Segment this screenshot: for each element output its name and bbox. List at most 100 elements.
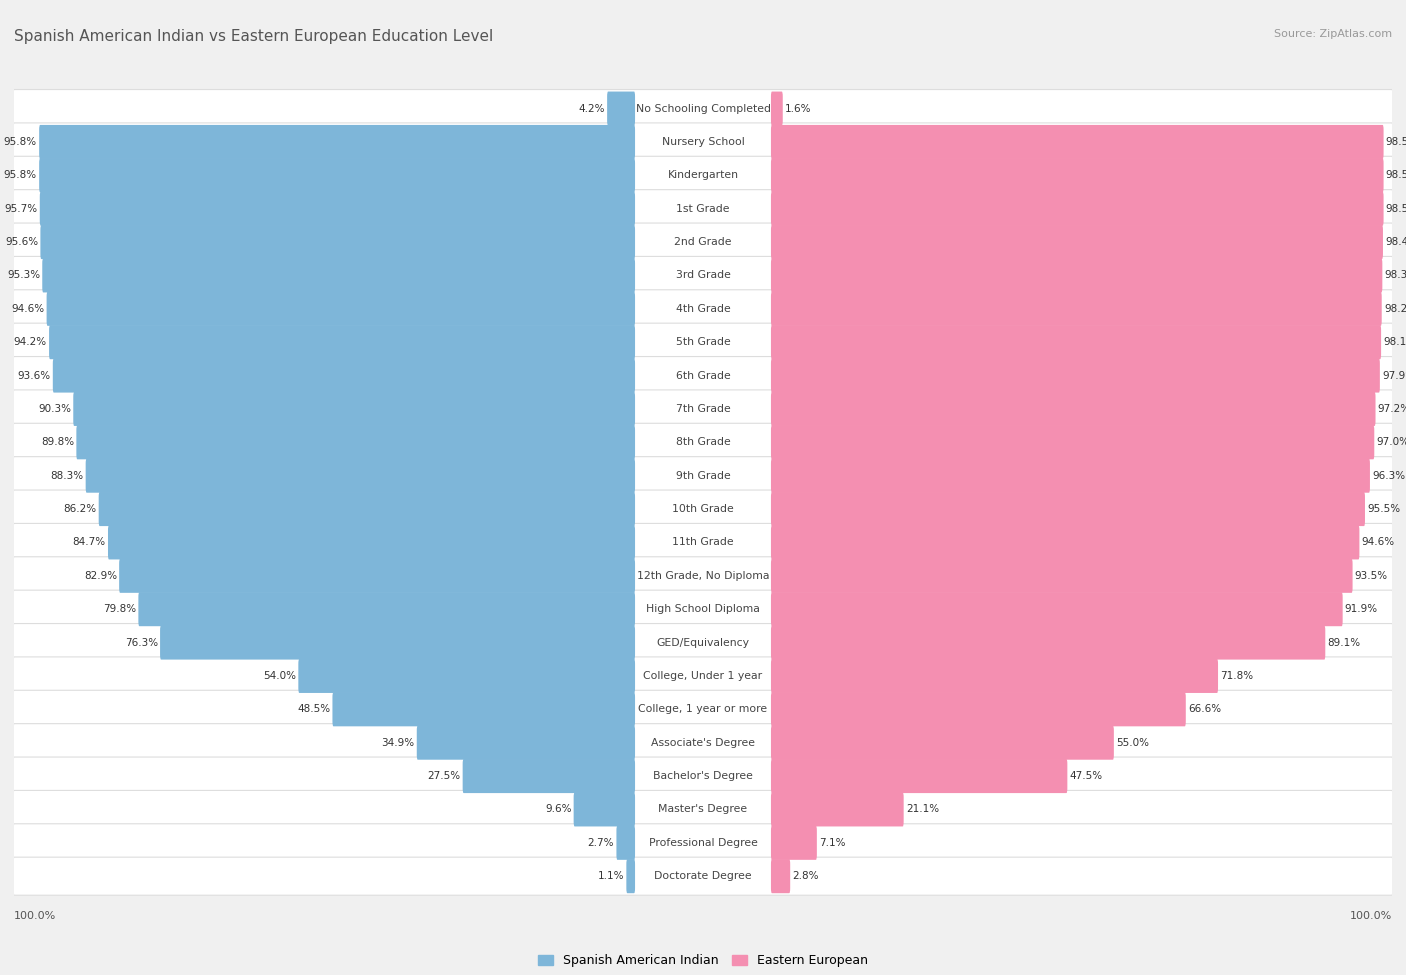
Text: 95.8%: 95.8%	[4, 171, 37, 180]
FancyBboxPatch shape	[13, 223, 1393, 261]
Text: 98.5%: 98.5%	[1386, 171, 1406, 180]
Text: No Schooling Completed: No Schooling Completed	[636, 103, 770, 113]
Text: 76.3%: 76.3%	[125, 638, 157, 647]
FancyBboxPatch shape	[13, 791, 1393, 829]
Text: College, Under 1 year: College, Under 1 year	[644, 671, 762, 681]
Text: 48.5%: 48.5%	[297, 704, 330, 715]
Text: 84.7%: 84.7%	[73, 537, 105, 547]
Text: 12th Grade, No Diploma: 12th Grade, No Diploma	[637, 570, 769, 581]
Text: 79.8%: 79.8%	[103, 604, 136, 614]
FancyBboxPatch shape	[770, 725, 1114, 760]
FancyBboxPatch shape	[46, 292, 636, 326]
FancyBboxPatch shape	[13, 524, 1393, 562]
FancyBboxPatch shape	[39, 158, 636, 192]
Text: Doctorate Degree: Doctorate Degree	[654, 872, 752, 881]
FancyBboxPatch shape	[13, 657, 1393, 695]
FancyBboxPatch shape	[13, 690, 1393, 728]
Text: Source: ZipAtlas.com: Source: ZipAtlas.com	[1274, 29, 1392, 39]
FancyBboxPatch shape	[41, 225, 636, 259]
Text: 95.8%: 95.8%	[4, 136, 37, 147]
Text: 71.8%: 71.8%	[1220, 671, 1253, 681]
Text: 21.1%: 21.1%	[905, 804, 939, 814]
FancyBboxPatch shape	[13, 490, 1393, 528]
Text: 98.4%: 98.4%	[1385, 237, 1406, 247]
Text: Associate's Degree: Associate's Degree	[651, 738, 755, 748]
FancyBboxPatch shape	[73, 392, 636, 426]
Text: 95.7%: 95.7%	[4, 204, 38, 214]
FancyBboxPatch shape	[13, 423, 1393, 461]
FancyBboxPatch shape	[770, 826, 817, 860]
FancyBboxPatch shape	[39, 125, 636, 159]
Text: 34.9%: 34.9%	[381, 738, 415, 748]
Text: 94.2%: 94.2%	[14, 337, 46, 347]
FancyBboxPatch shape	[616, 826, 636, 860]
Text: 66.6%: 66.6%	[1188, 704, 1220, 715]
Text: 5th Grade: 5th Grade	[676, 337, 730, 347]
FancyBboxPatch shape	[574, 793, 636, 827]
FancyBboxPatch shape	[626, 859, 636, 893]
Text: 86.2%: 86.2%	[63, 504, 97, 514]
Text: 97.9%: 97.9%	[1382, 370, 1406, 380]
Text: 93.5%: 93.5%	[1355, 570, 1388, 581]
Text: 6th Grade: 6th Grade	[676, 370, 730, 380]
Text: 1st Grade: 1st Grade	[676, 204, 730, 214]
Text: 98.3%: 98.3%	[1385, 270, 1406, 281]
FancyBboxPatch shape	[13, 290, 1393, 328]
FancyBboxPatch shape	[770, 192, 1384, 225]
Text: Bachelor's Degree: Bachelor's Degree	[652, 771, 754, 781]
Text: 2.8%: 2.8%	[793, 872, 818, 881]
Text: 9th Grade: 9th Grade	[676, 471, 730, 481]
FancyBboxPatch shape	[770, 326, 1381, 359]
Text: College, 1 year or more: College, 1 year or more	[638, 704, 768, 715]
FancyBboxPatch shape	[13, 323, 1393, 361]
FancyBboxPatch shape	[13, 357, 1393, 395]
Text: 94.6%: 94.6%	[1361, 537, 1395, 547]
Text: High School Diploma: High School Diploma	[647, 604, 759, 614]
FancyBboxPatch shape	[770, 793, 904, 827]
FancyBboxPatch shape	[13, 456, 1393, 494]
Text: 11th Grade: 11th Grade	[672, 537, 734, 547]
FancyBboxPatch shape	[13, 857, 1393, 895]
Text: 89.1%: 89.1%	[1327, 638, 1361, 647]
Text: 8th Grade: 8th Grade	[676, 438, 730, 448]
FancyBboxPatch shape	[13, 256, 1393, 294]
Text: 7.1%: 7.1%	[820, 838, 845, 848]
FancyBboxPatch shape	[770, 125, 1384, 159]
FancyBboxPatch shape	[770, 492, 1365, 526]
FancyBboxPatch shape	[13, 156, 1393, 194]
FancyBboxPatch shape	[160, 626, 636, 659]
Legend: Spanish American Indian, Eastern European: Spanish American Indian, Eastern Europea…	[533, 949, 873, 972]
FancyBboxPatch shape	[770, 258, 1382, 292]
Text: Kindergarten: Kindergarten	[668, 171, 738, 180]
Text: 90.3%: 90.3%	[38, 404, 72, 414]
Text: 10th Grade: 10th Grade	[672, 504, 734, 514]
Text: 55.0%: 55.0%	[1116, 738, 1149, 748]
Text: 4.2%: 4.2%	[578, 103, 605, 113]
Text: 89.8%: 89.8%	[41, 438, 75, 448]
Text: 98.5%: 98.5%	[1386, 204, 1406, 214]
FancyBboxPatch shape	[770, 592, 1343, 626]
FancyBboxPatch shape	[770, 225, 1384, 259]
Text: 95.5%: 95.5%	[1367, 504, 1400, 514]
Text: 98.2%: 98.2%	[1384, 304, 1406, 314]
Text: 96.3%: 96.3%	[1372, 471, 1405, 481]
FancyBboxPatch shape	[770, 458, 1369, 492]
FancyBboxPatch shape	[770, 760, 1067, 793]
FancyBboxPatch shape	[13, 590, 1393, 628]
FancyBboxPatch shape	[39, 192, 636, 225]
FancyBboxPatch shape	[770, 292, 1382, 326]
FancyBboxPatch shape	[13, 757, 1393, 795]
FancyBboxPatch shape	[770, 692, 1185, 726]
Text: 54.0%: 54.0%	[263, 671, 297, 681]
FancyBboxPatch shape	[76, 425, 636, 459]
FancyBboxPatch shape	[108, 526, 636, 560]
FancyBboxPatch shape	[770, 626, 1326, 659]
Text: 2nd Grade: 2nd Grade	[675, 237, 731, 247]
Text: 27.5%: 27.5%	[427, 771, 460, 781]
Text: Nursery School: Nursery School	[662, 136, 744, 147]
FancyBboxPatch shape	[770, 526, 1360, 560]
Text: 1.1%: 1.1%	[598, 872, 624, 881]
Text: GED/Equivalency: GED/Equivalency	[657, 638, 749, 647]
FancyBboxPatch shape	[770, 392, 1375, 426]
FancyBboxPatch shape	[120, 559, 636, 593]
